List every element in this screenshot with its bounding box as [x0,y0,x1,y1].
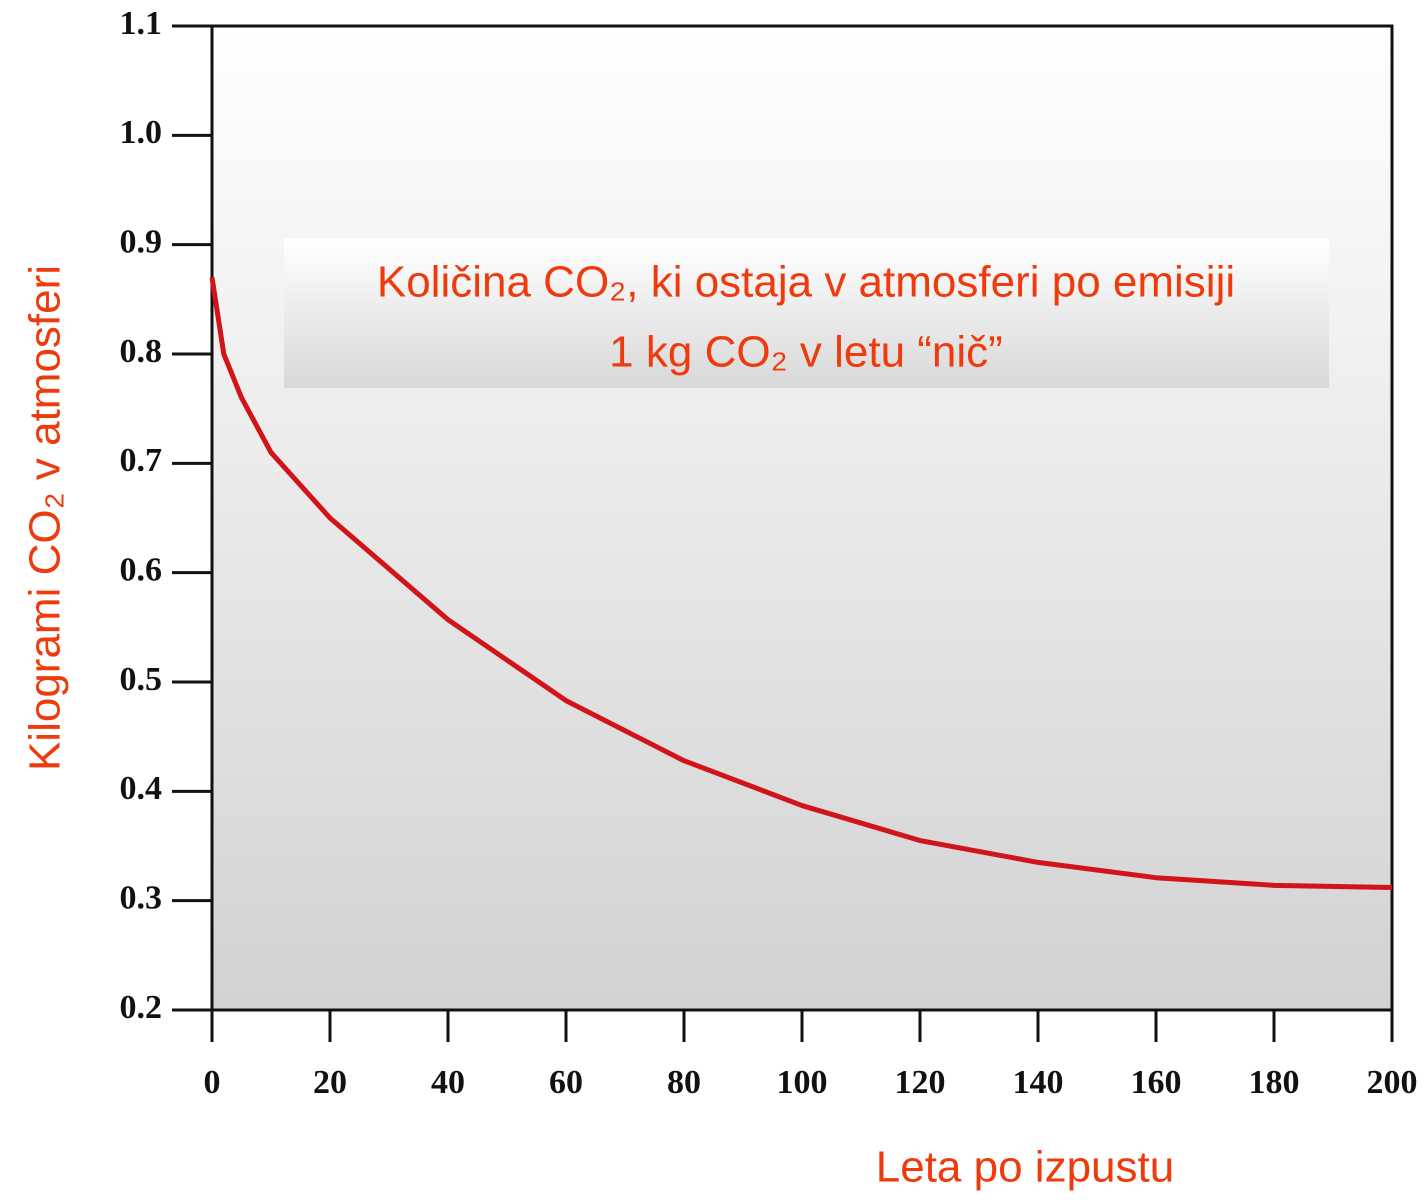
y-tick-label: 0.7 [120,442,163,479]
y-tick-label: 0.8 [120,333,163,370]
y-tick-label: 1.1 [120,5,163,42]
y-tick-label: 0.9 [120,223,163,260]
x-tick-label: 0 [204,1064,221,1101]
y-tick-label: 0.6 [120,551,163,588]
chart-title: 1 kg CO₂ v letu “nič” [609,328,1003,377]
y-tick-label: 0.2 [120,989,163,1026]
x-tick-label: 140 [1013,1064,1064,1101]
y-tick-label: 0.4 [120,770,163,807]
y-tick-label: 0.5 [120,661,163,698]
x-tick-label: 160 [1131,1064,1182,1101]
y-tick-label: 0.3 [120,879,163,916]
x-tick-label: 80 [667,1064,701,1101]
x-tick-label: 40 [431,1064,465,1101]
x-tick-label: 180 [1249,1064,1300,1101]
x-tick-label: 120 [895,1064,946,1101]
title-box [284,238,1329,388]
chart-title: Količina CO₂, ki ostaja v atmosferi po e… [377,258,1235,307]
x-tick-label: 200 [1367,1064,1418,1101]
x-tick-label: 20 [313,1064,347,1101]
y-axis-label: Kilogrami CO₂ v atmosferi [21,265,70,771]
x-tick-label: 100 [777,1064,828,1101]
data-line [209,277,1393,891]
plot-area [210,24,1394,1012]
y-tick-label: 1.0 [120,114,163,151]
x-axis-label: Leta po izpustu [876,1143,1174,1192]
x-tick-label: 60 [549,1064,583,1101]
